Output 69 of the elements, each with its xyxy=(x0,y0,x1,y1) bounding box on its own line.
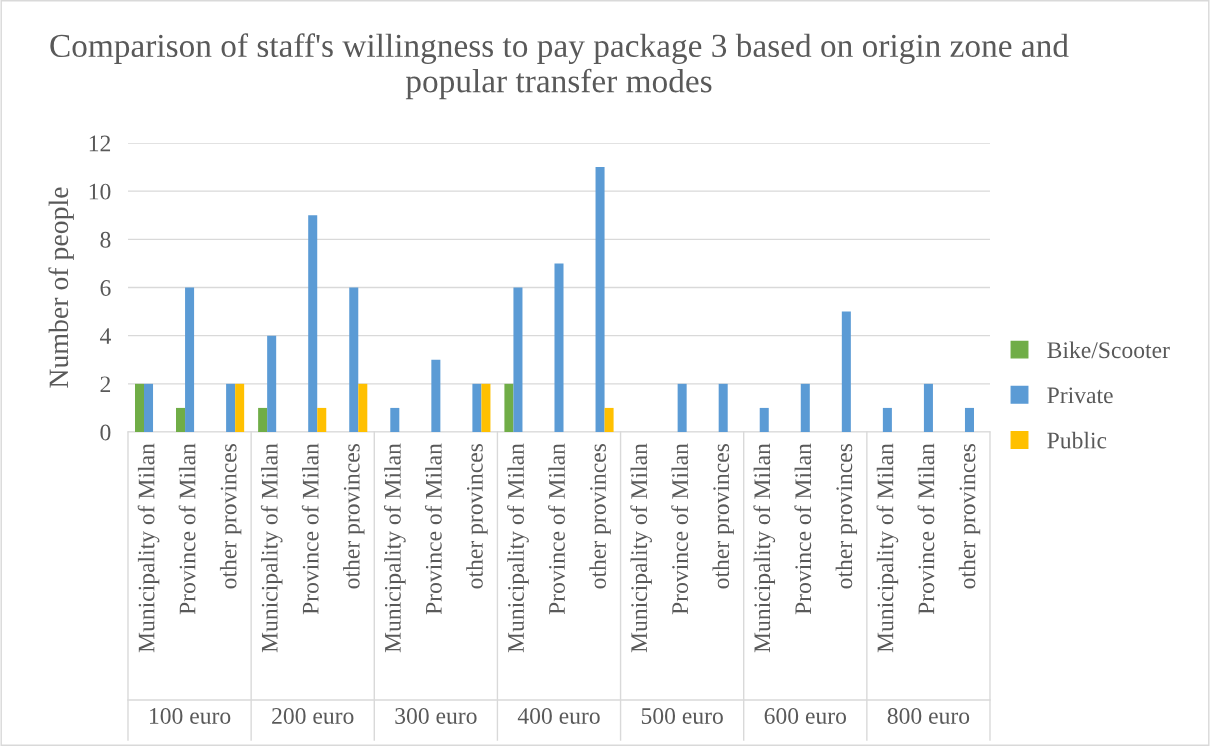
bar xyxy=(134,383,145,432)
y-tick-label: 4 xyxy=(99,328,111,344)
bar xyxy=(481,383,491,432)
bar xyxy=(800,383,810,432)
x-tick-label: other provinces xyxy=(712,443,734,589)
bar xyxy=(431,359,441,432)
bar xyxy=(390,407,400,432)
x-tick-label: Province of Milan xyxy=(671,443,689,615)
x-tick-label: Municipality of Milan xyxy=(137,443,160,653)
text: 800 euro xyxy=(887,707,970,724)
x-tick-label: Municipality of Milan xyxy=(753,443,776,653)
bar xyxy=(718,383,728,432)
y-axis-title: Number of people xyxy=(48,187,74,388)
bar xyxy=(759,407,769,432)
bar xyxy=(235,383,245,432)
text: 200 euro xyxy=(272,707,354,724)
text: 100 euro xyxy=(150,707,231,724)
bar xyxy=(923,383,933,432)
y-tick-label: 2 xyxy=(100,376,111,393)
x-tick-label: Municipality of Milan xyxy=(630,443,652,653)
bar xyxy=(964,407,974,432)
x-tick-label: other provinces xyxy=(958,443,981,589)
bar xyxy=(882,407,892,432)
legend-label: Private xyxy=(1047,387,1113,404)
bar xyxy=(358,383,368,432)
x-tick-label: other provinces xyxy=(219,443,242,589)
bar xyxy=(226,383,236,432)
x-tick-label: Province of Milan xyxy=(424,443,442,615)
x-tick-label: Municipality of Milan xyxy=(876,443,899,653)
legend-label: Bike/Scooter xyxy=(1047,341,1170,359)
x-tick-label: other provinces xyxy=(835,443,858,589)
bar xyxy=(841,311,851,432)
bar xyxy=(554,263,564,432)
y-tick-label: 8 xyxy=(100,231,111,248)
chart-title: Comparison of staff's willingness to pay package 3 based on origin zone and popular transfer modes xyxy=(50,33,1069,100)
y-tick-label: 6 xyxy=(100,280,111,296)
text: 400 euro xyxy=(517,707,600,724)
legend-label: Public xyxy=(1047,431,1107,449)
bar xyxy=(513,287,523,432)
x-tick-label: other provinces xyxy=(343,443,365,589)
bar xyxy=(472,383,482,432)
bar xyxy=(595,167,605,432)
bar xyxy=(267,335,277,432)
bar xyxy=(504,383,514,432)
text: 500 euro xyxy=(641,707,723,724)
y-tick-label: 12 xyxy=(89,135,111,152)
x-tick-label: Province of Milan xyxy=(178,443,196,615)
x-tick-label: Province of Milan xyxy=(301,443,319,615)
x-tick-label: Province of Milan xyxy=(917,443,935,615)
x-tick-label: other provinces xyxy=(589,443,611,589)
bar xyxy=(144,383,154,432)
bar xyxy=(176,407,186,432)
bar xyxy=(308,215,318,432)
bar xyxy=(258,407,268,432)
y-tick-label: 0 xyxy=(100,424,111,441)
y-tick-label: 10 xyxy=(89,183,111,200)
x-tick-label: Municipality of Milan xyxy=(383,443,406,653)
text: 600 euro xyxy=(764,707,847,724)
bar xyxy=(317,407,327,432)
bar xyxy=(349,287,359,432)
x-tick-label: other provinces xyxy=(466,443,488,589)
bar xyxy=(185,287,195,432)
bar xyxy=(677,383,687,432)
x-tick-label: Municipality of Milan xyxy=(260,443,283,653)
x-tick-label: Municipality of Milan xyxy=(507,443,529,653)
x-tick-label: Province of Milan xyxy=(794,443,812,615)
text: 300 euro xyxy=(395,707,477,724)
bar xyxy=(604,407,614,432)
x-tick-label: Province of Milan xyxy=(548,443,565,615)
